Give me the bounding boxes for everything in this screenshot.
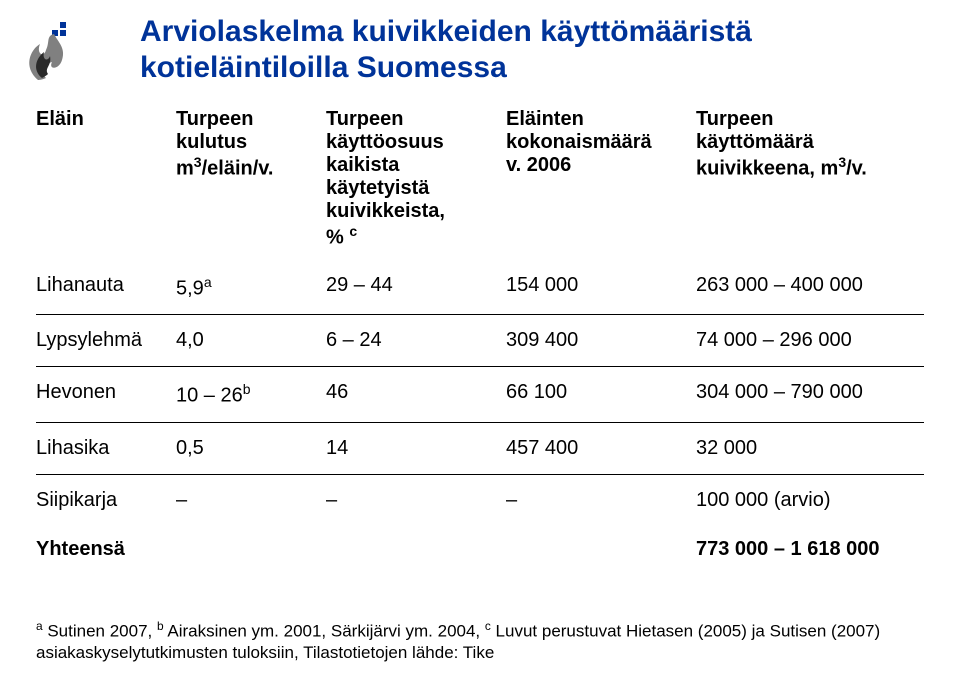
cell-usage: 263 000 – 400 000 [696,260,924,315]
table-header-row: Eläin Turpeen kulutus m3/eläin/v. Turpee… [36,108,924,260]
cell-total: 154 000 [506,260,696,315]
th-usage: Turpeen käyttömäärä kuivikkeena, m3/v. [696,108,924,260]
cell-usage: 304 000 – 790 000 [696,367,924,423]
page-title: Arviolaskelma kuivikkeiden käyttömäärist… [140,14,752,86]
th-animal: Eläin [36,108,176,260]
cell-usage: 74 000 – 296 000 [696,315,924,367]
data-table: Eläin Turpeen kulutus m3/eläin/v. Turpee… [36,108,924,561]
flame-logo [18,22,88,92]
cell-share: 6 – 24 [326,315,506,367]
cell-usage: 32 000 [696,422,924,474]
table-body: Lihanauta5,9a29 – 44154 000263 000 – 400… [36,260,924,561]
summary-label: Yhteensä [36,526,176,561]
cell-consumption: – [176,474,326,526]
table-row: Hevonen10 – 26b4666 100304 000 – 790 000 [36,367,924,423]
cell-consumption: 0,5 [176,422,326,474]
cell-total: 457 400 [506,422,696,474]
cell-animal: Lihasika [36,422,176,474]
cell-total: – [506,474,696,526]
summary-empty [326,526,506,561]
cell-total: 66 100 [506,367,696,423]
cell-animal: Lihanauta [36,260,176,315]
cell-usage: 100 000 (arvio) [696,474,924,526]
summary-empty [506,526,696,561]
cell-consumption: 5,9a [176,260,326,315]
cell-share: 29 – 44 [326,260,506,315]
summary-empty [176,526,326,561]
table-row: Lypsylehmä4,06 – 24309 40074 000 – 296 0… [36,315,924,367]
th-share: Turpeen käyttöosuus kaikista käytetyistä… [326,108,506,260]
th-consumption: Turpeen kulutus m3/eläin/v. [176,108,326,260]
cell-share: 46 [326,367,506,423]
table-row: Lihasika0,514457 40032 000 [36,422,924,474]
footnote: a Sutinen 2007, b Airaksinen ym. 2001, S… [36,619,924,663]
cell-share: – [326,474,506,526]
cell-animal: Lypsylehmä [36,315,176,367]
cell-total: 309 400 [506,315,696,367]
cell-consumption: 4,0 [176,315,326,367]
cell-share: 14 [326,422,506,474]
summary-value: 773 000 – 1 618 000 [696,526,924,561]
table-row: Siipikarja–––100 000 (arvio) [36,474,924,526]
cell-consumption: 10 – 26b [176,367,326,423]
table-row: Lihanauta5,9a29 – 44154 000263 000 – 400… [36,260,924,315]
th-total-animals: Eläinten kokonaismäärä v. 2006 [506,108,696,260]
table-summary-row: Yhteensä 773 000 – 1 618 000 [36,526,924,561]
cell-animal: Hevonen [36,367,176,423]
cell-animal: Siipikarja [36,474,176,526]
